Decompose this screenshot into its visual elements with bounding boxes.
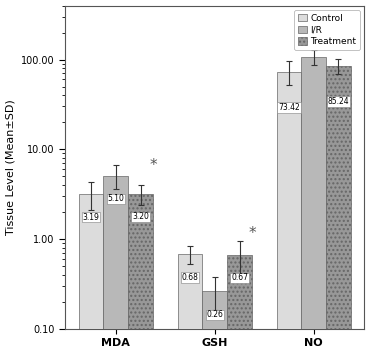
Bar [79, 194, 104, 354]
Bar [202, 291, 227, 354]
Text: 0.68: 0.68 [182, 273, 198, 282]
Text: 3.19: 3.19 [83, 213, 100, 222]
Text: 5.10: 5.10 [107, 194, 124, 203]
Text: *: * [323, 33, 330, 48]
Text: 73.42: 73.42 [278, 103, 300, 112]
Bar [302, 57, 326, 354]
Bar [227, 255, 252, 354]
Bar [277, 72, 302, 354]
Text: *: * [149, 158, 157, 173]
Bar [326, 66, 351, 354]
Text: 0.67: 0.67 [231, 273, 248, 282]
Text: 0.26: 0.26 [206, 310, 223, 319]
Bar [128, 194, 153, 354]
Bar [104, 176, 128, 354]
Legend: Control, I/R, Treatment: Control, I/R, Treatment [294, 10, 360, 50]
Bar [178, 254, 202, 354]
Text: 85.24: 85.24 [328, 97, 349, 106]
Text: 3.20: 3.20 [132, 212, 149, 222]
Y-axis label: Tissue Level (Mean±SD): Tissue Level (Mean±SD) [6, 99, 16, 235]
Text: *: * [249, 226, 256, 241]
